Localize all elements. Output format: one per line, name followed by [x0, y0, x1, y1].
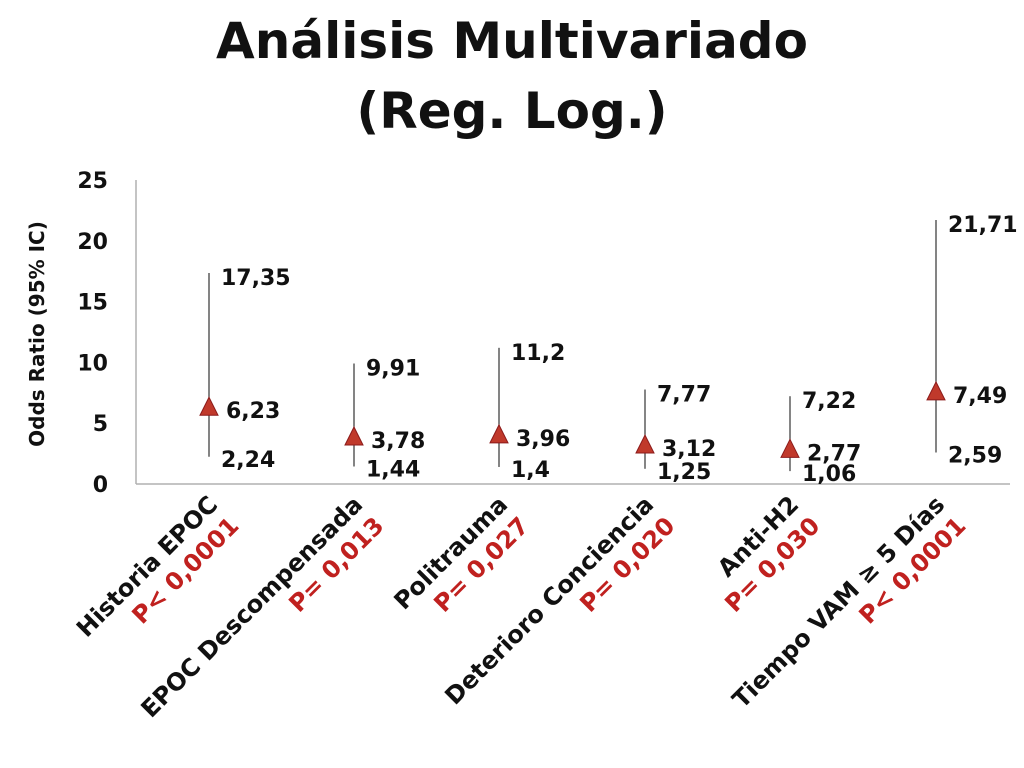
upper-ci-label: 7,77 [657, 383, 711, 408]
odds-ratio-marker [926, 380, 946, 401]
y-tick-label: 15 [77, 291, 108, 316]
odds-ratio-label: 3,96 [516, 427, 570, 452]
y-axis-title-group: Odds Ratio (95% IC) [25, 221, 49, 447]
y-tick-label: 20 [77, 230, 108, 255]
ci-group: 9,91 3,78 1,44 [344, 356, 425, 482]
slide-title: Análisis Multivariado (Reg. Log.) [0, 6, 1024, 146]
y-tick-label: 0 [93, 473, 108, 498]
odds-ratio-label: 7,49 [953, 384, 1007, 409]
odds-ratio-marker [344, 425, 364, 446]
odds-ratio-marker [635, 433, 655, 454]
y-tick-labels: 0 5 10 15 20 25 [77, 169, 108, 498]
lower-ci-label: 2,24 [221, 448, 275, 473]
upper-ci-label: 9,91 [366, 356, 420, 381]
upper-ci-label: 7,22 [802, 389, 856, 414]
title-line-1: Análisis Multivariado [216, 12, 808, 70]
y-tick-label: 10 [77, 351, 108, 376]
upper-ci-label: 11,2 [511, 341, 565, 366]
title-line-2: (Reg. Log.) [356, 82, 668, 140]
ci-group: 11,2 3,96 1,4 [489, 341, 570, 483]
lower-ci-label: 2,59 [948, 444, 1002, 469]
odds-ratio-label: 2,77 [807, 441, 861, 466]
odds-ratio-series: 17,35 6,23 2,24 9,91 3,78 1,44 11,2 3,96 1,4 7,77… [199, 213, 1018, 487]
category-label: Anti-H2P= 0,030 [712, 490, 825, 617]
upper-ci-label: 21,71 [948, 213, 1018, 238]
odds-ratio-marker [199, 396, 219, 416]
ci-group: 17,35 6,23 2,24 [199, 266, 291, 473]
odds-ratio-label: 6,23 [226, 399, 280, 424]
y-tick-label: 5 [93, 412, 108, 437]
upper-ci-label: 17,35 [221, 266, 291, 291]
chart-axes [135, 180, 1010, 485]
odds-ratio-marker [780, 438, 800, 458]
odds-ratio-label: 3,78 [371, 429, 425, 454]
ci-group: 21,71 7,49 2,59 [926, 213, 1018, 469]
odds-ratio-marker [489, 423, 509, 444]
ci-group: 7,22 2,771,06 [780, 389, 861, 487]
lower-ci-label: 1,4 [511, 458, 550, 483]
y-tick-label: 25 [77, 169, 108, 194]
lower-ci-label: 1,06 [802, 462, 856, 487]
lower-ci-label: 1,44 [366, 457, 420, 482]
y-axis-title: Odds Ratio (95% IC) [25, 221, 49, 447]
ci-group: 7,77 3,121,25 [635, 383, 716, 485]
lower-ci-label: 1,25 [657, 460, 711, 485]
odds-ratio-label: 3,12 [662, 437, 716, 462]
